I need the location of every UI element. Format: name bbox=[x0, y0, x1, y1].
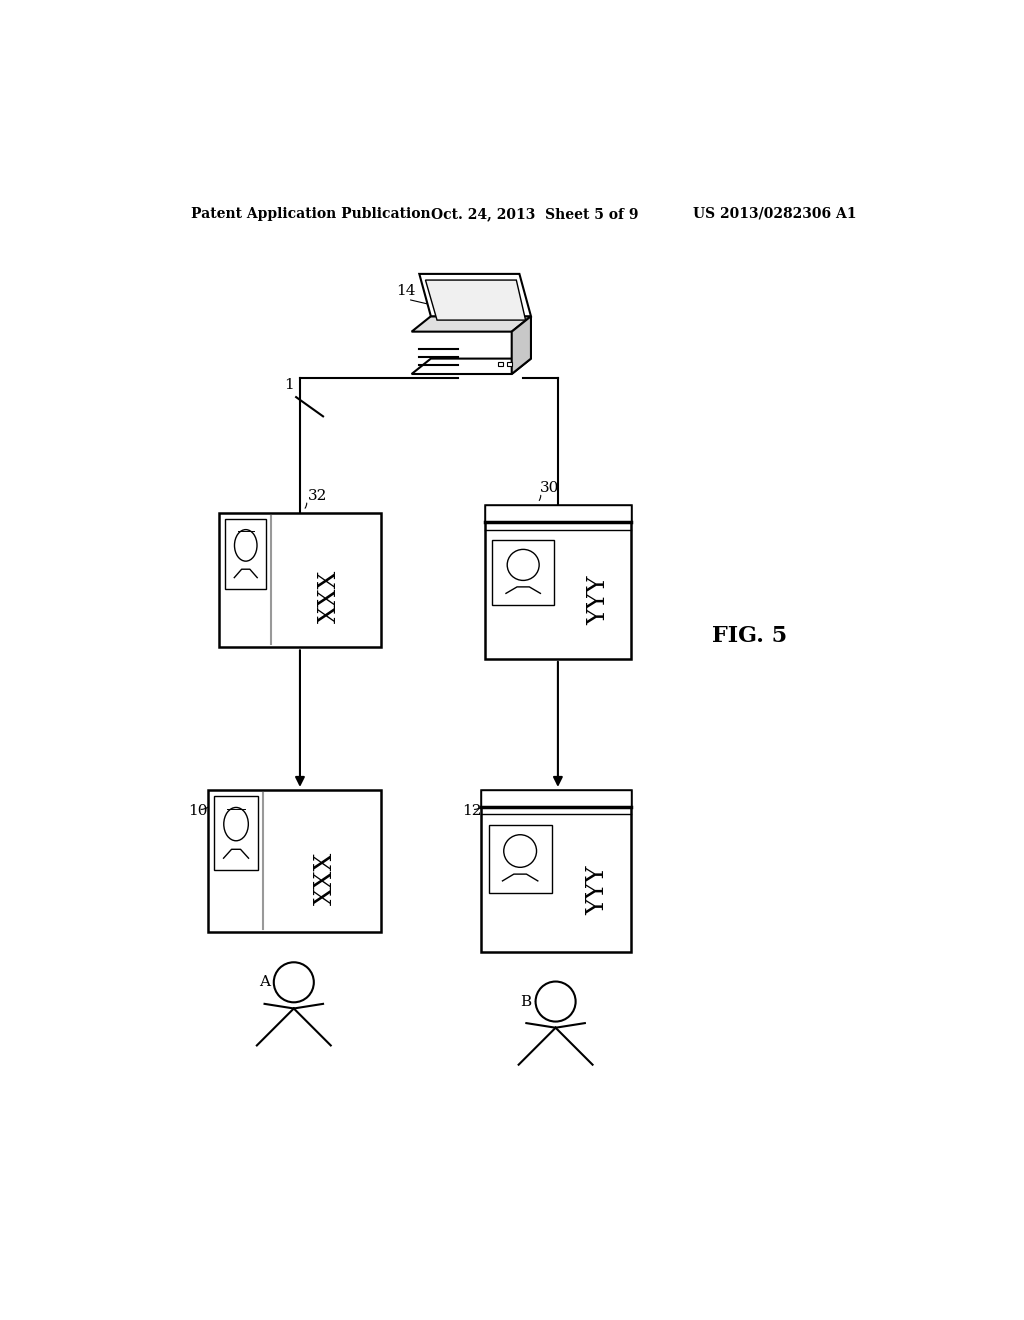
Circle shape bbox=[536, 982, 575, 1022]
Text: 10: 10 bbox=[188, 804, 208, 818]
Bar bbox=[225, 519, 266, 589]
Text: YYY: YYY bbox=[588, 576, 610, 626]
Bar bbox=[481, 789, 631, 807]
Text: US 2013/0282306 A1: US 2013/0282306 A1 bbox=[692, 207, 856, 220]
Ellipse shape bbox=[507, 549, 540, 581]
Text: XXX: XXX bbox=[314, 851, 337, 904]
Polygon shape bbox=[512, 317, 531, 374]
Text: 30: 30 bbox=[541, 480, 560, 495]
Text: B: B bbox=[520, 994, 531, 1008]
Ellipse shape bbox=[504, 834, 537, 867]
Text: A: A bbox=[259, 975, 270, 989]
Bar bbox=[208, 789, 381, 932]
Text: FIG. 5: FIG. 5 bbox=[712, 624, 787, 647]
Text: YYY: YYY bbox=[587, 866, 609, 915]
Text: XXX: XXX bbox=[317, 569, 341, 623]
Text: 1: 1 bbox=[285, 379, 294, 392]
Polygon shape bbox=[412, 359, 531, 374]
Text: 14: 14 bbox=[396, 284, 416, 298]
Bar bbox=[214, 796, 258, 870]
Bar bbox=[498, 363, 503, 367]
Text: Oct. 24, 2013  Sheet 5 of 9: Oct. 24, 2013 Sheet 5 of 9 bbox=[431, 207, 638, 220]
Polygon shape bbox=[419, 275, 531, 317]
Polygon shape bbox=[412, 317, 531, 331]
Circle shape bbox=[273, 962, 313, 1002]
Text: 32: 32 bbox=[308, 488, 328, 503]
Polygon shape bbox=[425, 280, 525, 321]
Bar bbox=[219, 512, 381, 647]
Ellipse shape bbox=[224, 808, 249, 841]
Ellipse shape bbox=[234, 529, 257, 561]
Bar bbox=[484, 506, 631, 659]
Bar bbox=[493, 540, 554, 605]
Bar bbox=[488, 825, 552, 894]
Bar bbox=[481, 789, 631, 952]
Text: Patent Application Publication: Patent Application Publication bbox=[190, 207, 430, 220]
Text: 12: 12 bbox=[462, 804, 481, 818]
Bar bbox=[484, 506, 631, 521]
Bar bbox=[507, 363, 512, 367]
